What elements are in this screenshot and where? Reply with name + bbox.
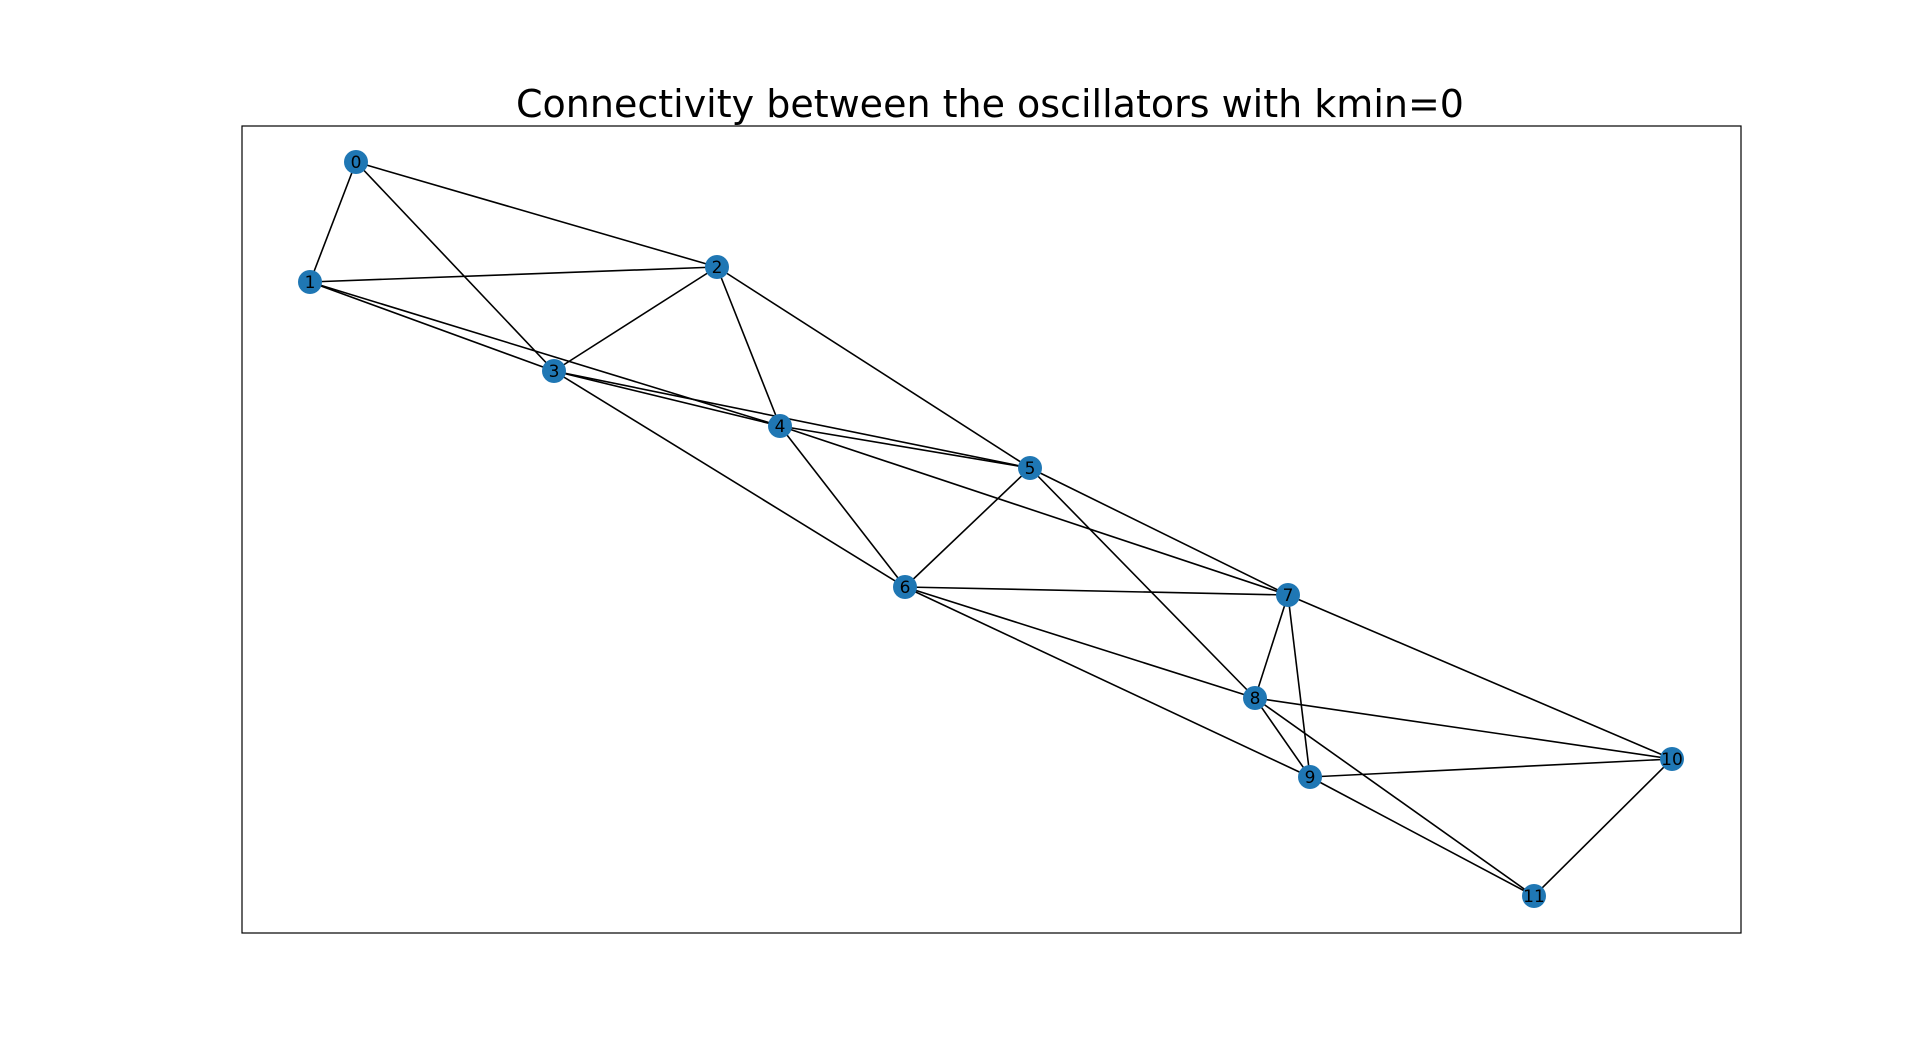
axes-frame — [241, 125, 1742, 934]
node-circle-10 — [1660, 747, 1684, 771]
edge-3-6 — [553, 370, 906, 588]
edge-5-7 — [1029, 467, 1289, 596]
edge-8-11 — [1254, 697, 1535, 897]
edges-layer — [309, 161, 1673, 897]
node-1: 1 — [298, 270, 322, 294]
edge-6-8 — [904, 586, 1256, 699]
edge-1-4 — [309, 281, 781, 427]
node-circle-2 — [705, 255, 729, 279]
edge-9-10 — [1309, 758, 1673, 778]
edge-4-5 — [779, 425, 1031, 469]
node-11: 11 — [1522, 884, 1546, 908]
node-3: 3 — [542, 359, 566, 383]
edge-7-8 — [1254, 594, 1289, 699]
edge-7-10 — [1287, 594, 1673, 760]
node-circle-9 — [1298, 765, 1322, 789]
edge-2-4 — [716, 266, 781, 427]
edge-5-6 — [904, 467, 1031, 588]
node-label-9: 9 — [1305, 768, 1316, 788]
edge-6-7 — [904, 586, 1289, 596]
node-label-1: 1 — [305, 273, 316, 293]
node-circle-4 — [768, 414, 792, 438]
node-circle-11 — [1522, 884, 1546, 908]
edge-2-5 — [716, 266, 1031, 469]
edge-1-2 — [309, 266, 718, 283]
edge-10-11 — [1533, 758, 1673, 897]
edge-2-3 — [553, 266, 718, 372]
node-label-11: 11 — [1523, 887, 1545, 907]
node-10: 10 — [1660, 747, 1684, 771]
edge-7-9 — [1287, 594, 1311, 778]
node-2: 2 — [705, 255, 729, 279]
node-label-6: 6 — [900, 578, 911, 598]
node-circle-6 — [893, 575, 917, 599]
node-label-8: 8 — [1250, 689, 1261, 709]
edge-6-9 — [904, 586, 1311, 778]
node-8: 8 — [1243, 686, 1267, 710]
node-4: 4 — [768, 414, 792, 438]
edge-1-3 — [309, 281, 555, 372]
figure-title: Connectivity between the oscillators wit… — [516, 82, 1464, 126]
node-5: 5 — [1018, 456, 1042, 480]
node-circle-8 — [1243, 686, 1267, 710]
node-label-2: 2 — [712, 258, 723, 278]
node-label-3: 3 — [549, 362, 560, 382]
edge-9-11 — [1309, 776, 1535, 897]
edge-5-8 — [1029, 467, 1256, 699]
node-9: 9 — [1298, 765, 1322, 789]
node-7: 7 — [1276, 583, 1300, 607]
edge-3-4 — [553, 370, 781, 427]
node-label-10: 10 — [1661, 750, 1683, 770]
node-6: 6 — [893, 575, 917, 599]
edge-8-10 — [1254, 697, 1673, 760]
node-circle-5 — [1018, 456, 1042, 480]
node-circle-7 — [1276, 583, 1300, 607]
nodes-layer: 0 1 2 3 4 5 6 7 8 9 10 11 — [298, 150, 1684, 908]
node-label-0: 0 — [351, 153, 362, 173]
edge-3-5 — [553, 370, 1031, 469]
node-circle-1 — [298, 270, 322, 294]
node-label-7: 7 — [1283, 586, 1294, 606]
edge-4-7 — [779, 425, 1289, 596]
node-label-5: 5 — [1025, 459, 1036, 479]
node-label-4: 4 — [775, 417, 786, 437]
node-circle-3 — [542, 359, 566, 383]
edge-0-2 — [355, 161, 718, 268]
edge-0-3 — [355, 161, 555, 372]
edge-0-1 — [309, 161, 357, 283]
node-0: 0 — [344, 150, 368, 174]
edge-4-6 — [779, 425, 906, 588]
edge-8-9 — [1254, 697, 1311, 778]
node-circle-0 — [344, 150, 368, 174]
